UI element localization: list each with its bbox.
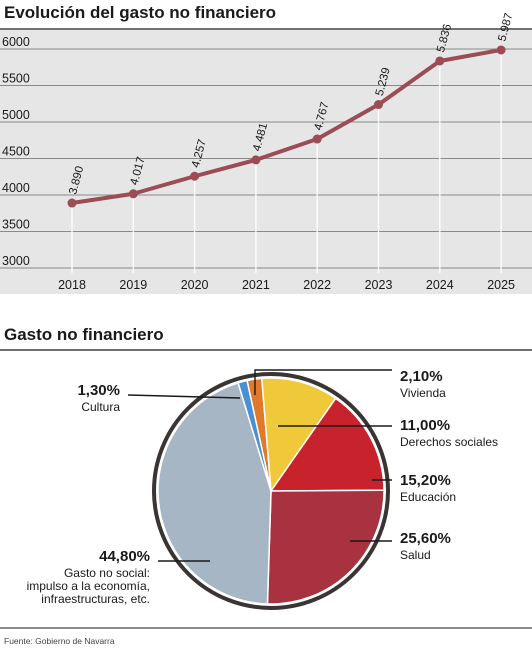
slice-name-label: Gasto no social: impulso a la economía, in… bbox=[27, 566, 150, 606]
data-point bbox=[67, 198, 77, 208]
y-tick-label: 6000 bbox=[2, 35, 30, 49]
pie-slice bbox=[157, 381, 272, 605]
pie-slice bbox=[237, 379, 272, 492]
pie-slice bbox=[269, 397, 385, 492]
data-point bbox=[374, 100, 383, 110]
slice-percent-label: 1,30% bbox=[77, 382, 120, 399]
slice-percent-label: 2,10% bbox=[400, 368, 443, 385]
x-tick-label: 2025 bbox=[487, 278, 515, 292]
y-tick-label: 4000 bbox=[2, 181, 30, 195]
slice-name-label: Vivienda bbox=[400, 386, 446, 400]
source-note: Fuente: Gobierno de Navarra bbox=[4, 636, 115, 646]
pie-chart-callouts: 2,10%Vivienda 11,00%Derechos sociales 15,2… bbox=[27, 368, 498, 606]
line-chart-y-axis: 3000 3500 4000 4500 5000 5500 6000 bbox=[2, 35, 30, 268]
pie-slice bbox=[266, 489, 385, 605]
data-point bbox=[190, 171, 200, 181]
data-point bbox=[496, 45, 506, 55]
y-tick-label: 5500 bbox=[2, 72, 30, 86]
x-tick-label: 2018 bbox=[58, 278, 86, 292]
slice-name-label: Educación bbox=[400, 490, 456, 504]
pie-chart bbox=[152, 372, 390, 610]
x-tick-label: 2019 bbox=[119, 278, 147, 292]
x-tick-label: 2021 bbox=[242, 278, 270, 292]
y-tick-label: 3000 bbox=[2, 254, 30, 268]
data-point bbox=[312, 134, 322, 144]
slice-percent-label: 44,80% bbox=[99, 548, 150, 565]
slice-percent-label: 25,60% bbox=[400, 530, 451, 547]
line-chart-drop-lines bbox=[71, 49, 502, 273]
data-point bbox=[251, 155, 261, 165]
slice-percent-label: 11,00% bbox=[400, 417, 450, 434]
slice-name-label: Cultura bbox=[81, 400, 120, 414]
slice-name-label: Derechos sociales bbox=[400, 435, 498, 449]
x-tick-label: 2022 bbox=[303, 278, 331, 292]
series-line bbox=[70, 47, 504, 206]
x-tick-label: 2024 bbox=[426, 278, 454, 292]
y-tick-label: 5000 bbox=[2, 108, 30, 122]
line-chart-x-axis: 2018 2019 2020 2021 2022 2023 2024 2025 bbox=[58, 278, 515, 292]
line-chart-panel bbox=[0, 30, 532, 294]
y-tick-label: 3500 bbox=[2, 218, 30, 232]
line-chart-title: Evolución del gasto no financiero bbox=[4, 3, 276, 22]
x-tick-label: 2023 bbox=[365, 278, 393, 292]
slice-percent-label: 15,20% bbox=[400, 472, 451, 489]
callout-line bbox=[254, 369, 392, 395]
pie-chart-title: Gasto no financiero bbox=[4, 325, 164, 344]
pie-slice bbox=[260, 377, 337, 494]
slice-name-label: Salud bbox=[400, 548, 431, 562]
data-point bbox=[128, 189, 138, 199]
y-tick-label: 4500 bbox=[2, 145, 30, 159]
callout-line bbox=[127, 394, 241, 399]
line-chart-series bbox=[67, 45, 506, 208]
x-tick-label: 2020 bbox=[181, 278, 209, 292]
data-point bbox=[435, 56, 445, 66]
